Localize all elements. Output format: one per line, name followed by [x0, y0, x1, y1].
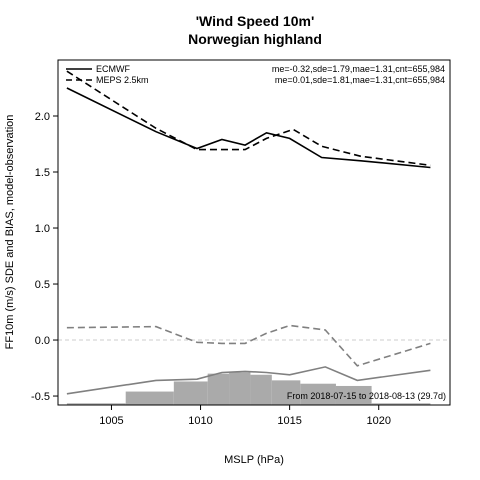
- histogram-bar-2: [173, 381, 208, 405]
- histogram-bar-7: [300, 383, 336, 405]
- y-tick-label: 1.0: [35, 223, 50, 235]
- date-range-note: From 2018-07-15 to 2018-08-13 (29.7d): [287, 391, 446, 401]
- series-line-meps-2-5km-sde: [66, 70, 431, 167]
- histogram-bar-5: [250, 374, 272, 405]
- series-line-ecmwf-bias: [66, 366, 431, 395]
- y-tick-label: -0.5: [31, 391, 50, 403]
- y-tick-label: 0.5: [35, 279, 50, 291]
- chart-subtitle: Norwegian highland: [188, 31, 322, 47]
- plot-frame: [57, 59, 451, 406]
- histogram-bar-1: [125, 391, 174, 405]
- x-axis: 1005 1010 1015 1020: [99, 405, 391, 427]
- x-tick-label: 1010: [188, 415, 212, 427]
- histogram: [66, 372, 431, 405]
- chart-title: 'Wind Speed 10m': [196, 13, 315, 29]
- histogram-bar-6: [271, 380, 301, 405]
- legend-label-ecmwf: ECMWF: [96, 64, 130, 74]
- histogram-bar-4: [229, 372, 251, 405]
- y-tick-label: 1.5: [35, 167, 50, 179]
- series-lines: [66, 70, 431, 395]
- histogram-bar-9: [371, 403, 431, 405]
- y-tick-label: 0.0: [35, 335, 50, 347]
- series-line-meps-2-5km-bias: [66, 324, 431, 367]
- y-axis: -0.5 0.0 0.5 1.0 1.5 2.0: [31, 111, 58, 403]
- histogram-bar-8: [335, 385, 372, 405]
- y-axis-label: FF10m (m/s) SDE and BIAS, model-observat…: [4, 115, 16, 350]
- legend-label-meps: MEPS 2.5km: [96, 75, 149, 85]
- histogram-bar-3: [207, 373, 230, 405]
- stats-ecmwf: me=-0.32,sde=1.79,mae=1.31,cnt=655,984: [272, 64, 445, 74]
- y-tick-label: 2.0: [35, 111, 50, 123]
- x-tick-label: 1015: [277, 415, 301, 427]
- x-tick-label: 1020: [366, 415, 390, 427]
- stats-meps: me=0.01,sde=1.81,mae=1.31,cnt=655,984: [275, 75, 445, 85]
- histogram-bar-0: [66, 403, 126, 405]
- x-axis-label: MSLP (hPa): [224, 454, 284, 466]
- x-tick-label: 1005: [99, 415, 123, 427]
- series-line-ecmwf-sde: [66, 87, 431, 169]
- legend: ECMWF MEPS 2.5km: [66, 64, 149, 85]
